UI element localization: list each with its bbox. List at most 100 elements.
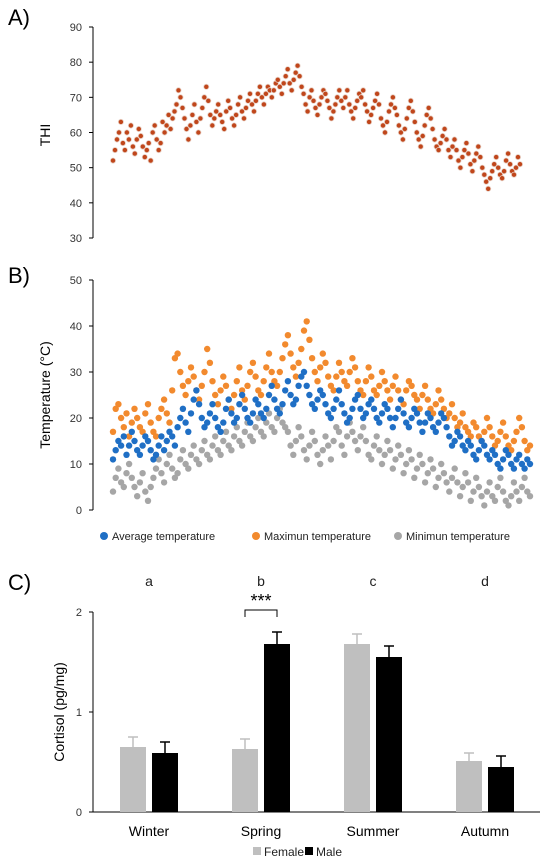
thi-point — [385, 108, 392, 115]
minimum-temperature-point — [462, 470, 469, 477]
thi-point — [425, 104, 432, 111]
bar-female-summer — [344, 644, 370, 812]
panel-b-tick-label: 20 — [70, 413, 82, 425]
maximum-temperature-point — [306, 336, 313, 343]
panel-c-y-axis-label: Cortisol (pg/mg) — [51, 662, 67, 762]
minimum-temperature-point — [435, 474, 442, 481]
thi-point — [282, 73, 289, 80]
minimum-temperature-point — [298, 433, 305, 440]
legend-swatch-male — [305, 847, 313, 855]
minimum-temperature-point — [373, 433, 380, 440]
maximum-temperature-point — [368, 373, 375, 380]
thi-point — [268, 94, 275, 101]
minimum-temperature-point — [120, 483, 128, 491]
thi-point — [397, 129, 404, 136]
maximum-temperature-point — [147, 419, 154, 426]
maximum-temperature-point — [249, 359, 257, 366]
maximum-temperature-point — [378, 368, 386, 376]
maximum-temperature-point — [510, 437, 518, 445]
thi-point — [364, 108, 371, 115]
minimum-temperature-point — [109, 488, 117, 495]
thi-point — [143, 147, 150, 154]
bar-female-spring — [232, 749, 258, 812]
maximum-temperature-point — [448, 401, 456, 408]
thi-point — [117, 118, 124, 125]
thi-point — [209, 122, 216, 129]
thi-point — [119, 140, 126, 147]
maximum-temperature-point — [456, 419, 464, 426]
average-temperature-point — [408, 414, 415, 422]
minimum-temperature-point — [152, 465, 160, 472]
thi-point — [147, 157, 154, 164]
average-temperature-point — [416, 419, 423, 426]
minimum-temperature-point — [284, 428, 292, 435]
panel-c-tick-label: 2 — [76, 607, 82, 619]
minimum-temperature-point — [499, 488, 507, 495]
panel-a-tick-label: 40 — [70, 198, 82, 210]
average-temperature-point — [144, 437, 152, 445]
thi-point — [447, 154, 454, 161]
maximum-temperature-point — [497, 428, 504, 435]
maximum-temperature-point — [432, 401, 439, 408]
maximum-temperature-point — [521, 437, 528, 445]
minimum-temperature-point — [212, 433, 219, 440]
minimum-temperature-point — [438, 460, 445, 468]
maximum-temperature-point — [381, 378, 388, 385]
panel-c-label: C) — [8, 570, 31, 595]
maximum-temperature-point — [201, 368, 208, 376]
average-temperature-point — [330, 405, 337, 412]
maximum-temperature-point — [115, 401, 122, 408]
minimum-temperature-point — [432, 483, 439, 491]
thi-point — [235, 101, 242, 108]
average-temperature-point — [160, 447, 168, 454]
legend-swatch-minimum — [394, 532, 402, 540]
thi-point — [513, 164, 520, 171]
thi-point — [131, 150, 138, 157]
minimum-temperature-point — [518, 483, 526, 491]
thi-point — [112, 147, 119, 154]
panel-b-tick-label: 0 — [76, 505, 82, 517]
group-letter-spring: b — [257, 573, 265, 589]
thi-point — [286, 80, 293, 87]
minimum-temperature-point — [327, 456, 335, 463]
minimum-temperature-point — [368, 456, 375, 463]
thi-point — [296, 73, 303, 80]
thi-point — [473, 150, 480, 157]
maximum-temperature-point — [408, 382, 415, 389]
maximum-temperature-point — [486, 424, 493, 431]
thi-point — [507, 161, 514, 168]
panel-a-tick-label: 70 — [70, 92, 82, 104]
panel-c-legend: Female Male — [253, 845, 342, 859]
minimum-temperature-point — [314, 451, 321, 458]
minimum-temperature-point — [408, 456, 415, 463]
minimum-temperature-point — [303, 456, 310, 463]
panel-a-y-axis-label: THI — [37, 124, 53, 147]
minimum-temperature-point — [311, 437, 318, 445]
average-temperature-point — [462, 447, 469, 454]
average-temperature-point — [357, 405, 364, 412]
thi-point — [110, 157, 117, 164]
thi-point — [151, 122, 158, 129]
average-temperature-point — [397, 396, 405, 403]
maximum-temperature-point — [276, 368, 283, 376]
minimum-temperature-point — [381, 451, 388, 458]
thi-point — [441, 126, 448, 133]
average-temperature-point — [346, 414, 353, 422]
average-temperature-point — [271, 396, 278, 403]
average-temperature-point — [376, 419, 383, 426]
minimum-temperature-point — [185, 465, 192, 472]
thi-point — [429, 126, 436, 133]
thi-point — [453, 147, 460, 154]
average-temperature-point — [222, 405, 230, 412]
maximum-temperature-point — [386, 396, 394, 403]
thi-point — [358, 94, 365, 101]
average-temperature-point — [292, 396, 300, 403]
significance-bracket — [244, 609, 278, 617]
average-temperature-point — [236, 401, 243, 408]
thi-point — [256, 83, 263, 90]
minimum-temperature-point — [222, 428, 230, 435]
thi-point — [461, 147, 468, 154]
average-temperature-point — [400, 410, 407, 417]
legend-label-maximum: Maximun temperature — [264, 531, 371, 543]
maximum-temperature-point — [174, 350, 181, 357]
